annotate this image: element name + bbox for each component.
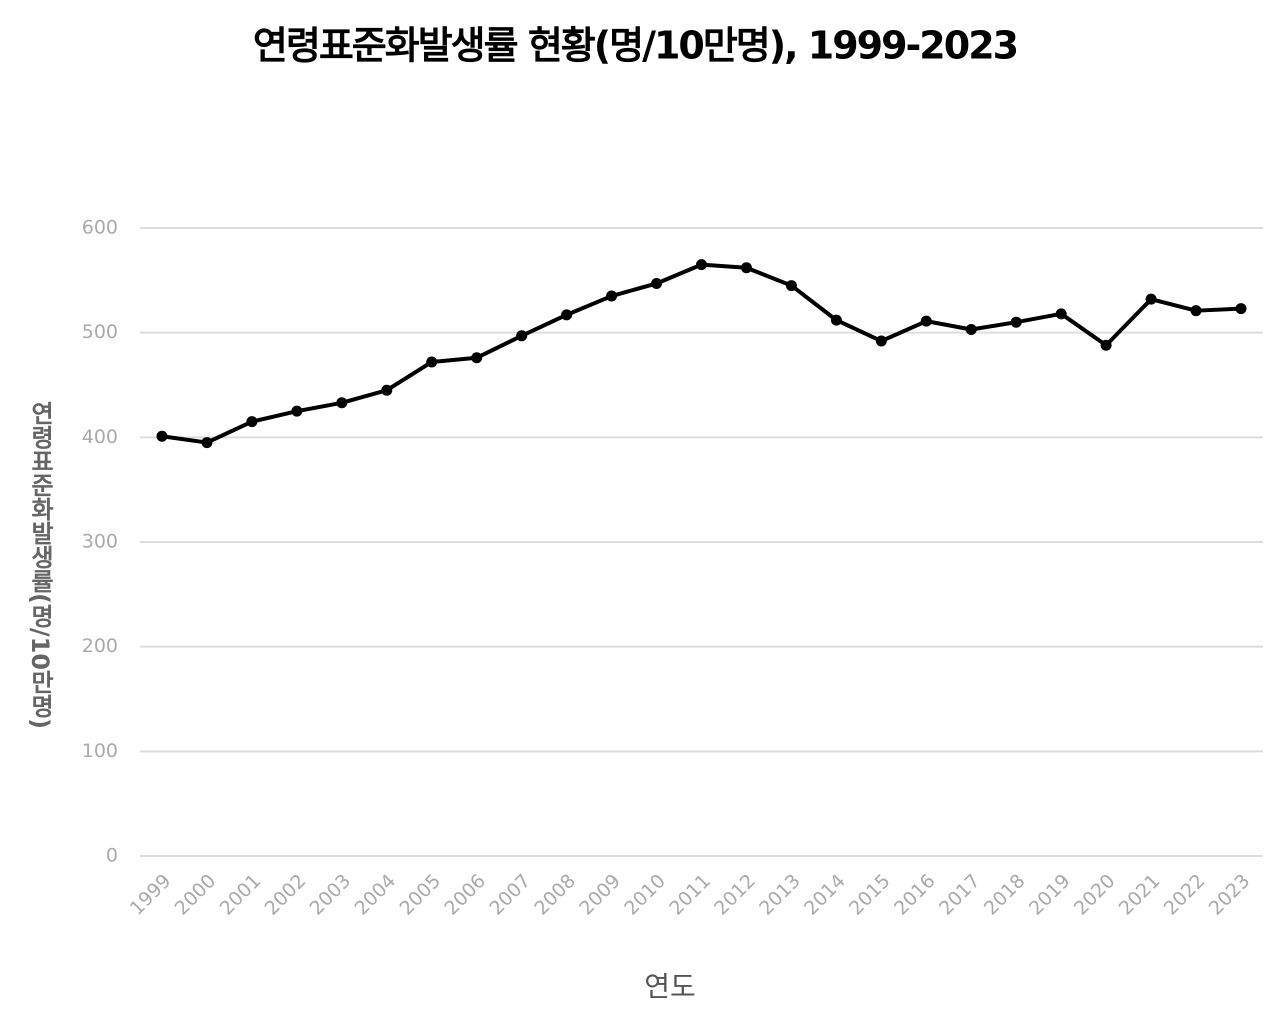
y-tick-label: 500 bbox=[82, 321, 118, 343]
marker bbox=[785, 280, 797, 292]
marker bbox=[740, 262, 752, 274]
x-tick-label: 2002 bbox=[261, 870, 311, 920]
x-tick-label: 2011 bbox=[665, 870, 715, 920]
marker bbox=[291, 405, 303, 417]
x-tick-label: 2021 bbox=[1115, 870, 1165, 920]
x-tick-label: 2003 bbox=[306, 870, 356, 920]
marker bbox=[1010, 316, 1022, 328]
marker bbox=[336, 397, 348, 409]
x-tick-label: 2008 bbox=[530, 870, 580, 920]
marker bbox=[201, 437, 213, 449]
marker bbox=[875, 335, 887, 347]
marker bbox=[606, 290, 618, 302]
marker bbox=[1100, 339, 1112, 351]
marker bbox=[1055, 308, 1067, 320]
marker bbox=[1235, 303, 1247, 315]
marker bbox=[561, 309, 573, 321]
y-axis-label: 연령표준화발생률(명/10만명) bbox=[26, 401, 54, 729]
x-axis-label: 연도 bbox=[644, 970, 696, 1003]
x-tick-label: 2004 bbox=[350, 870, 400, 920]
marker bbox=[471, 352, 483, 364]
x-tick-label: 2014 bbox=[800, 870, 850, 920]
marker bbox=[920, 315, 932, 327]
x-tick-label: 2022 bbox=[1160, 870, 1210, 920]
marker bbox=[830, 314, 842, 326]
x-tick-label: 2007 bbox=[485, 870, 535, 920]
x-tick-label: 2015 bbox=[845, 870, 895, 920]
line bbox=[161, 262, 1242, 445]
y-tick-label: 600 bbox=[82, 217, 118, 239]
x-tick-label: 2010 bbox=[620, 870, 670, 920]
marker bbox=[426, 356, 438, 368]
y-tick-label: 100 bbox=[82, 740, 118, 762]
marker bbox=[696, 259, 707, 271]
y-tick-label: 0 bbox=[106, 845, 118, 867]
x-tick-label: 2017 bbox=[935, 870, 985, 920]
y-tick-label: 200 bbox=[82, 635, 118, 657]
x-tick-label: 2001 bbox=[216, 870, 266, 920]
x-tick-label: 2013 bbox=[755, 870, 805, 920]
x-tick-label: 2005 bbox=[395, 870, 445, 920]
x-tick-label: 1999 bbox=[126, 870, 176, 920]
y-tick-label: 400 bbox=[82, 426, 118, 448]
x-tick-label: 2020 bbox=[1070, 870, 1120, 920]
x-tick-label: 2019 bbox=[1025, 870, 1075, 920]
marker bbox=[381, 384, 393, 396]
marker bbox=[1190, 305, 1202, 317]
x-tick-label: 2006 bbox=[440, 870, 490, 920]
x-tick-label: 2000 bbox=[171, 870, 221, 920]
x-tick-label: 2016 bbox=[890, 870, 940, 920]
x-tick-label: 2023 bbox=[1205, 870, 1255, 920]
y-tick-label: 300 bbox=[82, 531, 118, 553]
x-tick-label: 2012 bbox=[710, 870, 760, 920]
marker bbox=[1145, 293, 1157, 305]
marker bbox=[651, 277, 663, 289]
chart-title: 연령표준화발생률 현황(명/10만명), 1999-2023 bbox=[253, 24, 1017, 68]
marker bbox=[516, 330, 528, 342]
x-tick-label: 2018 bbox=[980, 870, 1030, 920]
marker bbox=[965, 324, 977, 336]
marker bbox=[156, 430, 168, 442]
x-tick-label: 2009 bbox=[575, 870, 625, 920]
marker bbox=[246, 416, 258, 428]
